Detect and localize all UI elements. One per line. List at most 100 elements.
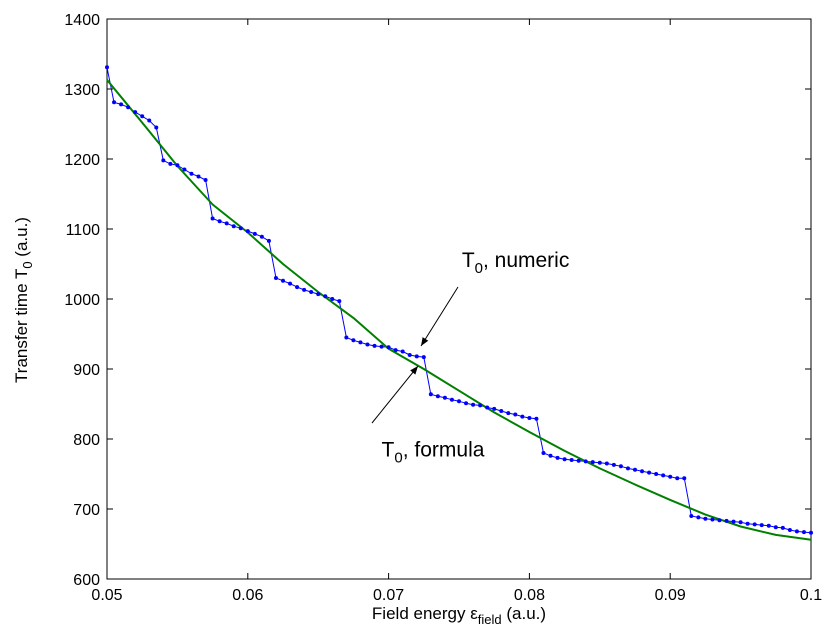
data-point-numeric [351,338,356,343]
data-point-numeric [231,224,236,229]
x-tick-label: 0.08 [514,587,545,604]
y-tick-label: 1400 [64,12,100,29]
data-point-numeric [583,459,588,464]
data-point-numeric [640,469,645,474]
data-point-numeric [506,411,511,416]
data-point-numeric [654,472,659,476]
data-point-numeric [196,174,201,179]
data-point-numeric [464,401,469,406]
data-point-numeric [647,470,652,475]
data-point-numeric [717,518,722,523]
data-point-numeric [372,343,377,348]
data-point-numeric [682,476,687,481]
data-point-numeric [499,409,504,413]
data-point-numeric [168,161,173,166]
data-point-numeric [618,464,623,469]
data-point-numeric [140,114,145,119]
data-point-numeric [266,238,271,243]
data-point-numeric [189,171,194,176]
data-point-numeric [210,216,215,221]
data-point-numeric [323,294,328,299]
y-tick-label: 1200 [64,152,100,169]
data-point-numeric [485,405,490,410]
data-point-numeric [724,518,729,523]
data-point-numeric [365,342,370,347]
data-point-numeric [259,234,264,239]
data-point-numeric [492,406,497,411]
data-point-numeric [245,229,250,234]
data-point-numeric [668,474,673,479]
data-point-numeric [302,287,307,292]
data-point-numeric [344,335,349,340]
data-point-numeric [421,355,426,360]
data-point-numeric [147,118,152,123]
y-tick-label: 1100 [66,222,101,239]
data-point-numeric [161,158,166,163]
data-point-numeric [330,297,335,301]
data-point-numeric [548,453,553,458]
data-point-numeric [633,467,637,472]
data-point-numeric [597,460,602,465]
data-point-numeric [794,529,799,534]
data-point-numeric [428,392,433,397]
annotations: T0, numeric T0, formula [371,249,570,467]
data-point-numeric [337,299,342,304]
data-point-numeric [780,525,785,530]
data-point-numeric [175,163,180,168]
data-point-numeric [745,521,750,526]
data-point-numeric [738,520,743,525]
data-point-numeric [703,516,708,521]
data-point-numeric [611,462,616,467]
data-point-numeric [309,290,314,294]
data-point-numeric [661,473,666,478]
annotation-label-numeric: T0, numeric [462,249,570,277]
data-point-numeric [386,345,391,350]
data-point-numeric [449,397,454,402]
y-axis: 600 700 800 900 1000 1100 1200 1300 1400 [64,12,811,589]
data-point-numeric [576,458,581,463]
data-point-numeric [435,394,440,399]
data-point-numeric [513,412,518,417]
data-point-numeric [126,105,131,110]
data-point-numeric [407,353,412,357]
data-point-numeric [316,292,321,297]
annotation-arrowhead-formula [410,366,418,375]
data-point-numeric [393,348,398,353]
data-point-numeric [752,522,757,527]
y-tick-label: 700 [73,502,100,519]
plot-area [106,18,812,580]
data-point-numeric [534,416,539,421]
data-point-numeric [224,221,229,226]
data-point-numeric [562,457,567,462]
x-tick-label: 0.1 [800,587,822,604]
data-point-numeric [520,414,525,419]
y-tick-label: 800 [73,432,100,449]
data-point-numeric [471,402,476,407]
y-tick-label: 900 [73,362,100,379]
data-point-numeric [689,514,694,518]
data-point-numeric [203,178,208,182]
data-point-numeric [295,285,300,290]
data-point-numeric [288,281,293,286]
data-point-numeric [590,460,595,465]
annotation-label-formula: T0, formula [382,439,485,467]
data-point-numeric [773,525,778,530]
x-tick-label: 0.09 [655,587,686,604]
data-point-numeric [414,354,419,359]
data-point-numeric [112,100,117,105]
data-point-numeric [527,416,532,420]
data-point-numeric [569,458,574,462]
data-point-numeric [358,340,363,345]
data-point-numeric [809,530,813,535]
annotation-arrow-numeric [420,286,459,347]
x-tick-label: 0.06 [232,587,263,604]
data-point-numeric [731,519,736,524]
data-point-numeric [787,528,792,532]
data-point-numeric [604,461,609,466]
data-point-numeric [238,226,243,231]
data-point-numeric [379,344,384,349]
x-tick-label: 0.07 [373,587,404,604]
y-tick-label: 1300 [64,82,100,99]
data-point-numeric [457,399,461,404]
